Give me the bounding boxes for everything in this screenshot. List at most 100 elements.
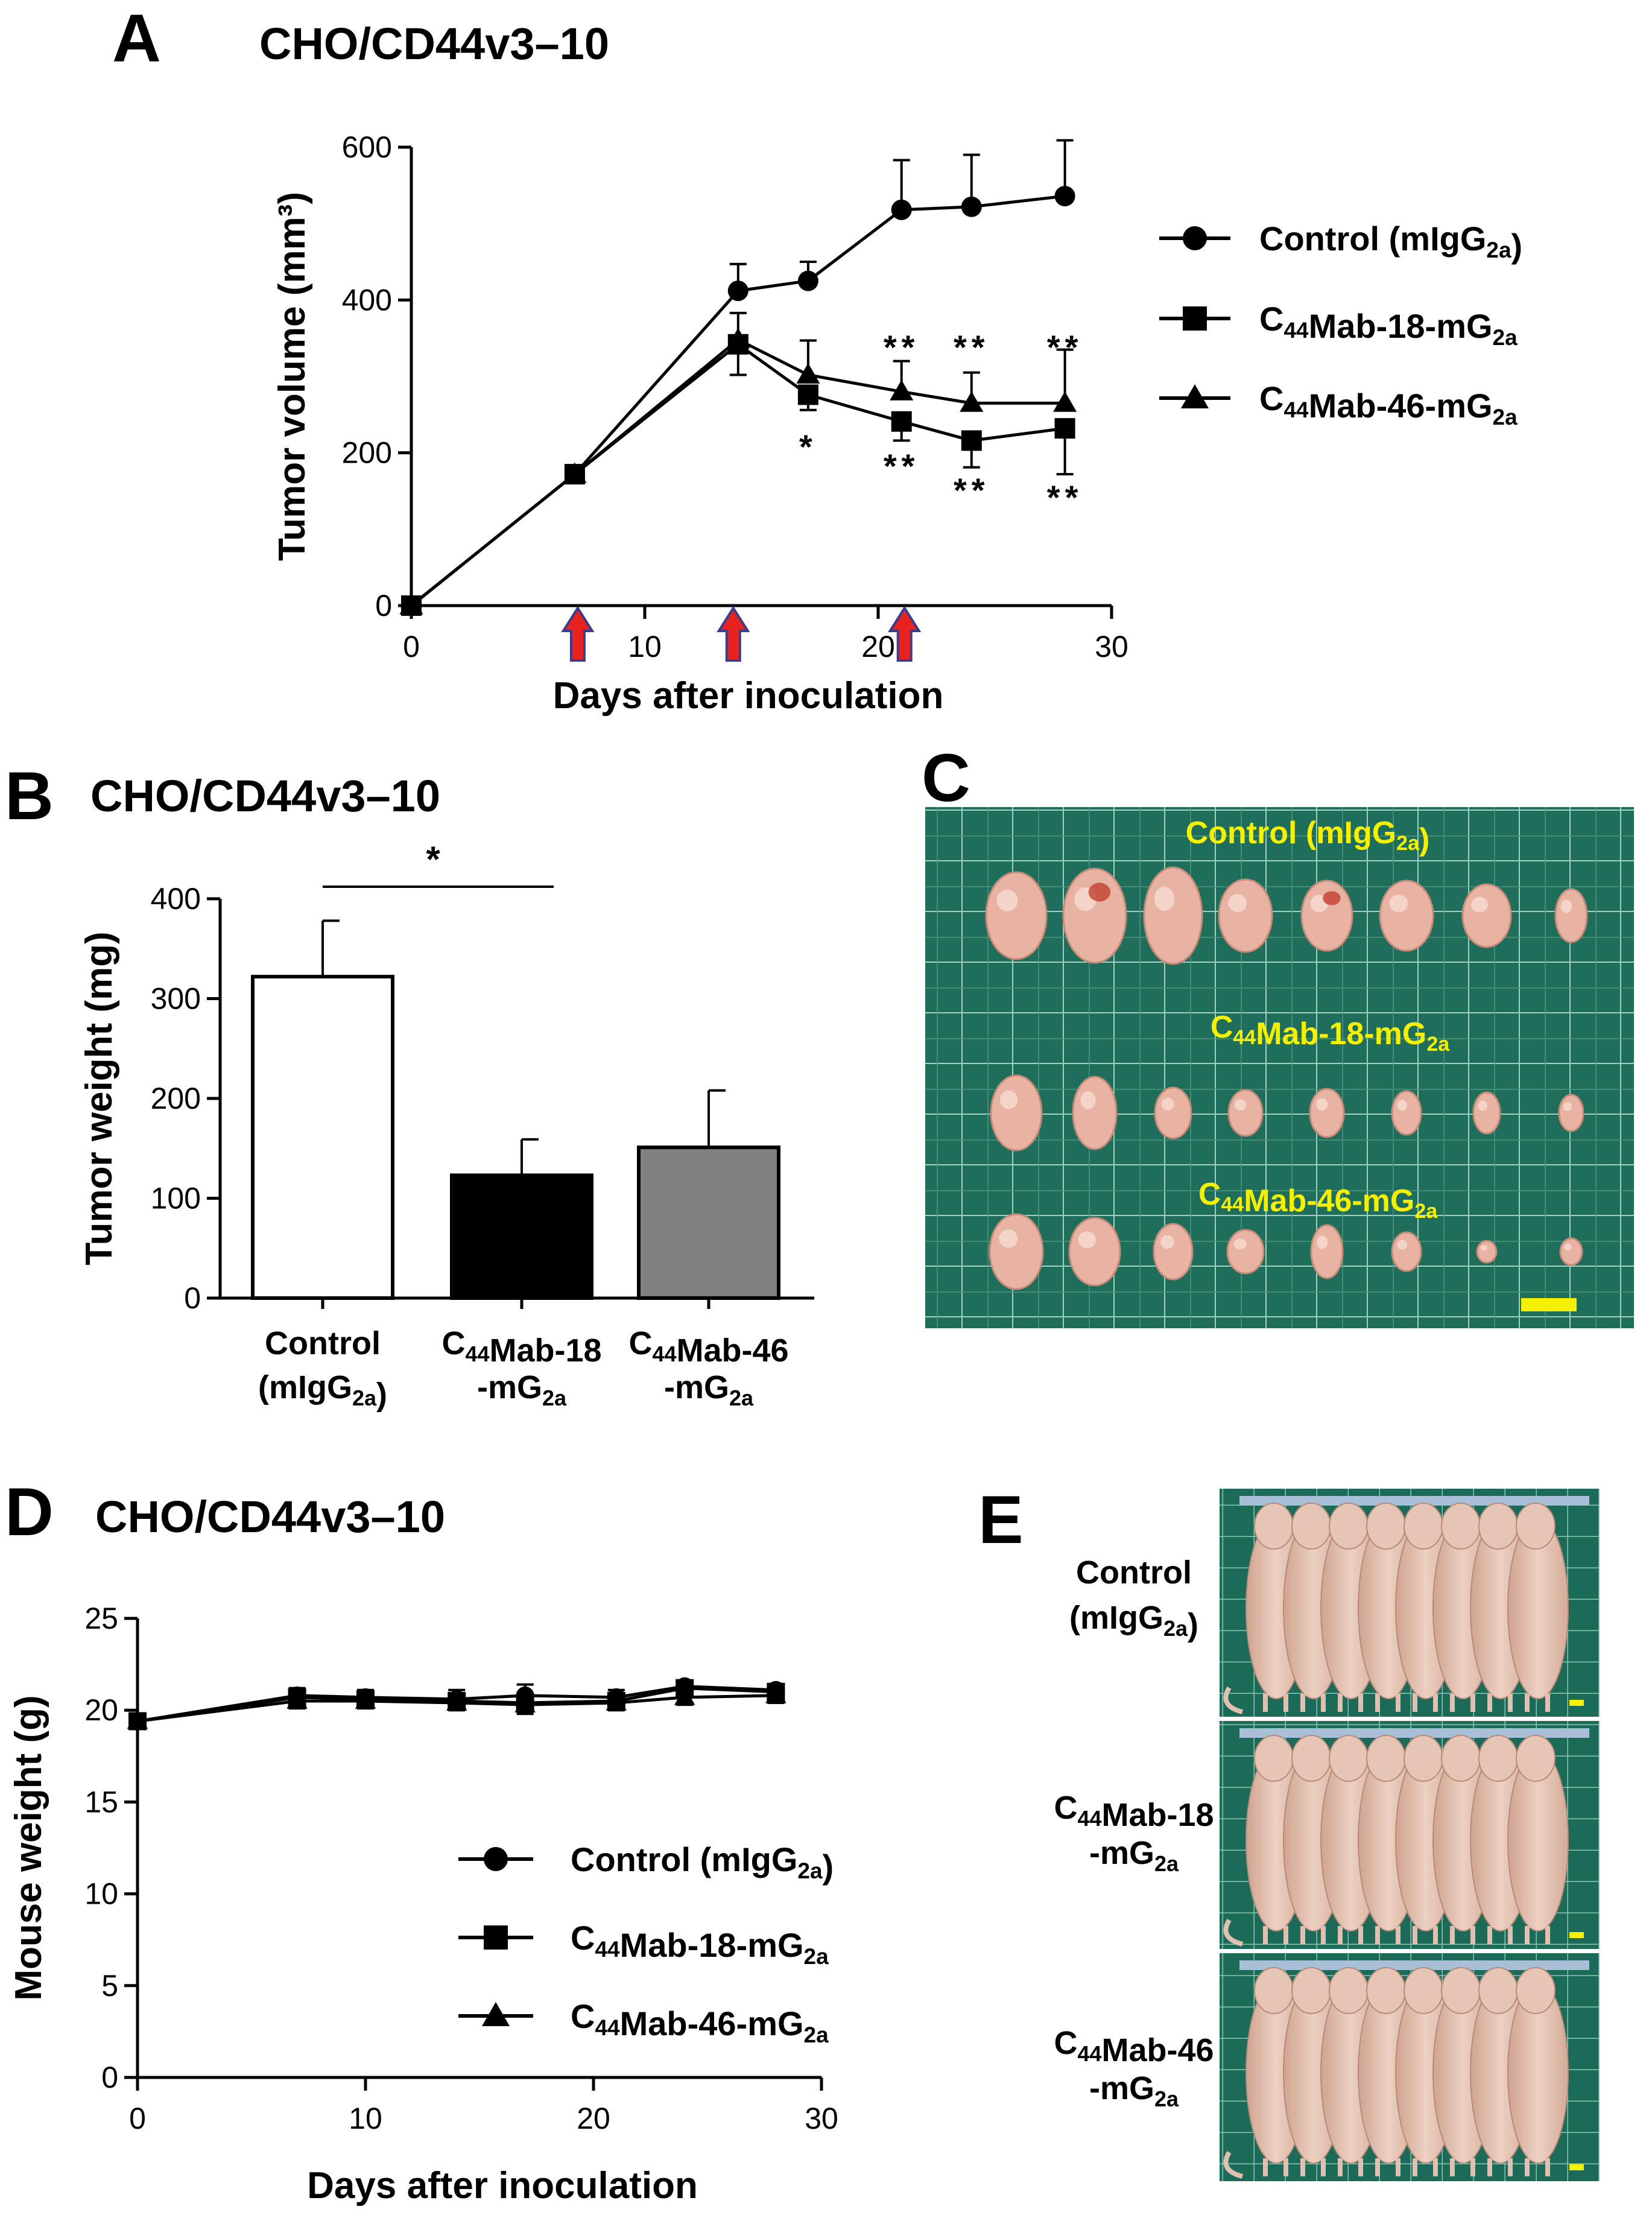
tumor-highlight bbox=[1154, 887, 1175, 911]
text-span: 2a bbox=[1154, 2086, 1179, 2111]
y-axis-label: Tumor weight (mg) bbox=[78, 931, 120, 1265]
panel-c-letter: C bbox=[922, 740, 970, 816]
mouse-leg bbox=[1338, 2158, 1343, 2176]
text-span: -mG bbox=[664, 1369, 729, 1405]
mouse-leg bbox=[1283, 1694, 1288, 1712]
mouse-head bbox=[1291, 1735, 1331, 1782]
text-span: Control bbox=[1076, 1554, 1192, 1591]
bar bbox=[251, 975, 394, 1300]
mouse-leg bbox=[1545, 2158, 1550, 2176]
chart-a: 0 10 20 30 0 200 400 600 Days after inoculation T… bbox=[271, 130, 1128, 717]
tumor-highlight bbox=[1315, 1098, 1328, 1110]
mouse-leg bbox=[1300, 2158, 1305, 2176]
data-point bbox=[960, 391, 984, 412]
mouse-head bbox=[1291, 1967, 1331, 2014]
mouse-head bbox=[1254, 1735, 1294, 1782]
mouse-leg bbox=[1487, 1694, 1492, 1712]
legend-label: C44Mab-46-mG2a bbox=[1259, 379, 1517, 429]
data-point bbox=[1053, 391, 1077, 412]
injection-arrow bbox=[717, 606, 750, 662]
text-span: Control (mIgG bbox=[1259, 220, 1486, 258]
text-span: 2a bbox=[542, 1386, 567, 1410]
mouse-leg bbox=[1433, 2158, 1438, 2176]
panel-d: D CHO/CD44v3–10 0 10 20 30 0 5 10 15 20 25 Days af… bbox=[5, 1474, 838, 2207]
tumor bbox=[990, 1074, 1043, 1152]
text-span: 2a bbox=[1414, 1200, 1438, 1223]
text-span: -mG bbox=[1089, 2070, 1154, 2106]
x-axis-label: Days after inoculation bbox=[553, 675, 944, 717]
text-span: Mab-18-mG bbox=[1309, 307, 1493, 345]
tumor-highlight bbox=[1471, 896, 1488, 913]
text-span: Mab-46 bbox=[1102, 2032, 1214, 2068]
mouse-head bbox=[1516, 1735, 1555, 1782]
y-tick-label: 0 bbox=[184, 1281, 201, 1315]
tumor-photo: Control (mIgG2a)C44Mab-18-mG2aC44Mab-46-… bbox=[985, 816, 1588, 1290]
mouse-head bbox=[1291, 1503, 1331, 1550]
scale-bar bbox=[1569, 2164, 1584, 2170]
significance-marker: ** bbox=[1047, 478, 1083, 516]
y-tick-label: 10 bbox=[84, 1877, 118, 1911]
text-span: 44 bbox=[595, 1937, 620, 1962]
mouse-leg bbox=[1545, 1694, 1550, 1712]
text-span: C bbox=[1211, 1010, 1233, 1045]
significance-marker: * bbox=[799, 428, 817, 466]
text-span: Mab-18-mG bbox=[620, 1926, 804, 1964]
text-span: Mab-18-mG bbox=[1256, 1016, 1426, 1051]
mouse-leg bbox=[1450, 2158, 1455, 2176]
x-tick-label: 30 bbox=[805, 2102, 838, 2135]
data-point bbox=[765, 1685, 786, 1703]
mouse-head bbox=[1329, 1735, 1369, 1782]
mouse-leg bbox=[1470, 1694, 1475, 1712]
data-point bbox=[890, 379, 914, 401]
text-span: 44 bbox=[1283, 318, 1309, 343]
x-tick-label: 10 bbox=[628, 630, 662, 664]
mouse-head bbox=[1404, 1503, 1443, 1550]
mouse-row-label-line2: -mG2a bbox=[1089, 2070, 1179, 2111]
tumor bbox=[1154, 1086, 1192, 1139]
panel-d-letter: D bbox=[5, 1474, 54, 1550]
y-tick-label: 300 bbox=[151, 982, 201, 1016]
mouse-leg bbox=[1396, 2158, 1400, 2176]
mouse-head bbox=[1254, 1967, 1294, 2014]
tumor-blood bbox=[1088, 882, 1111, 902]
mouse-leg bbox=[1375, 1694, 1380, 1712]
legend-marker bbox=[1181, 384, 1209, 408]
legend-label: C44Mab-46-mG2a bbox=[571, 1997, 829, 2047]
significance-marker: ** bbox=[1047, 328, 1083, 366]
tumor-highlight bbox=[996, 889, 1018, 911]
mouse-leg bbox=[1358, 1926, 1363, 1944]
text-span: 44 bbox=[1283, 398, 1309, 422]
text-span: C bbox=[1054, 2025, 1077, 2061]
data-point bbox=[797, 270, 818, 291]
series-line bbox=[137, 1685, 776, 1723]
tumor-highlight bbox=[1080, 1091, 1096, 1109]
tumor-highlight bbox=[1397, 1240, 1408, 1250]
data-point bbox=[727, 280, 748, 302]
y-tick-label: 600 bbox=[342, 130, 392, 164]
mouse-leg bbox=[1321, 1694, 1326, 1712]
tumor-highlight bbox=[1233, 1238, 1247, 1250]
legend-marker bbox=[484, 1847, 508, 1871]
panel-b-letter: B bbox=[5, 758, 54, 834]
mouse-leg bbox=[1300, 1694, 1305, 1712]
mouse-head bbox=[1441, 1735, 1481, 1782]
mouse-leg bbox=[1283, 1926, 1288, 1944]
significance-marker: ** bbox=[954, 471, 990, 509]
mouse-row-label-line1: C44Mab-18 bbox=[1054, 1790, 1214, 1833]
text-span: ) bbox=[1511, 227, 1523, 265]
y-axis-label: Tumor volume (mm³) bbox=[271, 192, 313, 561]
series-3 bbox=[399, 311, 1077, 615]
data-point bbox=[446, 1692, 467, 1711]
tumor bbox=[1143, 866, 1203, 965]
bar bbox=[637, 1145, 780, 1300]
mouse-leg bbox=[1338, 1926, 1343, 1944]
data-point bbox=[355, 1690, 376, 1709]
significance-marker: ** bbox=[884, 328, 920, 366]
legend-label: Control (mIgG2a) bbox=[1259, 220, 1522, 265]
text-span: C bbox=[628, 1325, 652, 1361]
tumor-highlight bbox=[1078, 1231, 1097, 1249]
mouse-leg bbox=[1545, 1926, 1550, 1944]
mouse-leg bbox=[1487, 2158, 1492, 2176]
y-axis-label: Mouse weight (g) bbox=[8, 1695, 49, 2000]
mouse-leg bbox=[1413, 1926, 1417, 1944]
